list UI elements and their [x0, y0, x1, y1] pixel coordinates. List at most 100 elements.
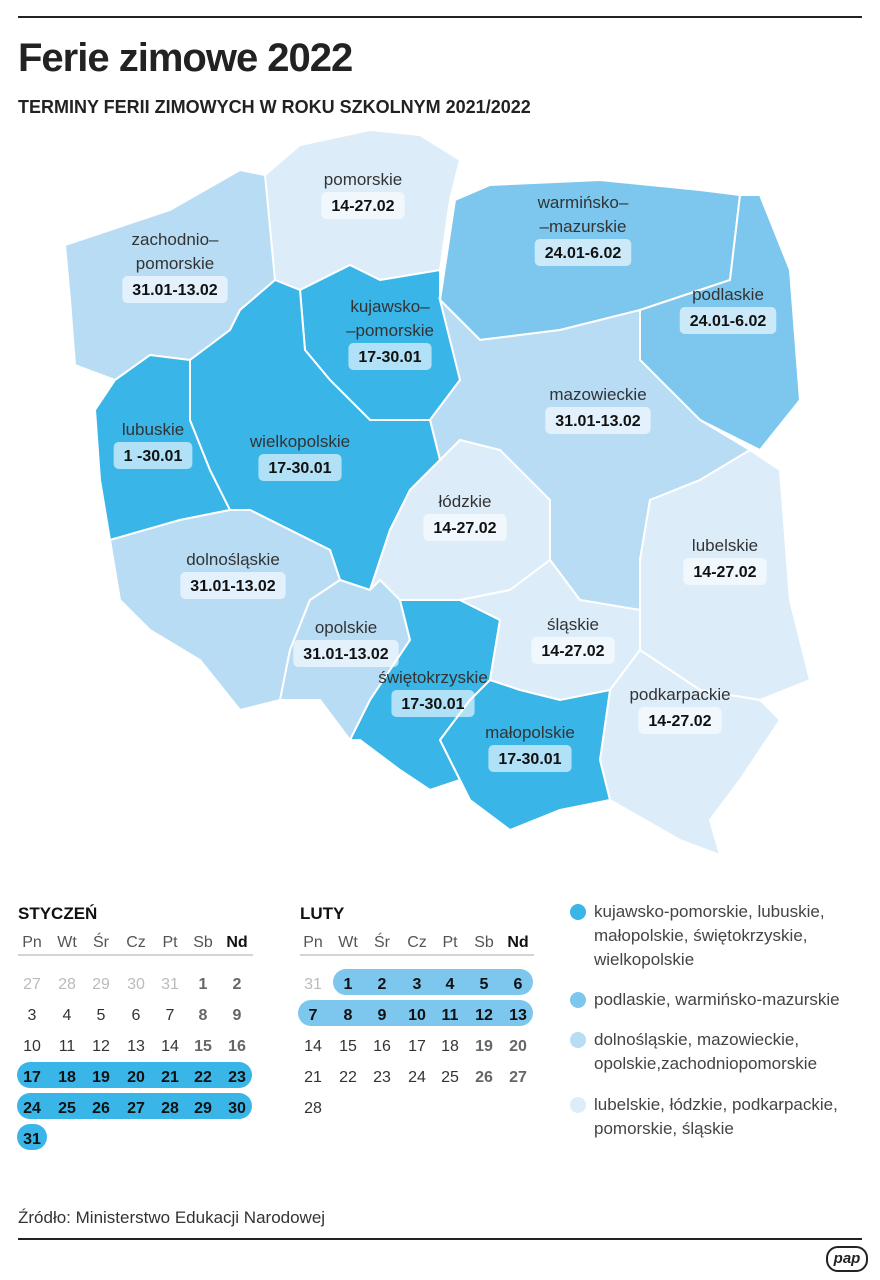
region-name: podlaskie: [692, 285, 764, 304]
subtitle: TERMINY FERII ZIMOWYCH W ROKU SZKOLNYM 2…: [18, 97, 531, 117]
legend-label: dolnośląskie, mazowieckie, opolskie,zach…: [594, 1030, 818, 1073]
day: 6: [514, 976, 523, 993]
day: 30: [127, 976, 145, 993]
region-name: lubelskie: [692, 536, 758, 555]
region-dates: 14-27.02: [541, 643, 604, 660]
day: 25: [441, 1069, 459, 1086]
legend-item: kujawsko-pomorskie, lubuskie, małopolski…: [570, 900, 870, 972]
region-name: warmińsko–: [537, 193, 629, 212]
day: 13: [127, 1038, 145, 1055]
legend-label: lubelskie, łódzkie, podkarpackie, pomors…: [594, 1095, 838, 1138]
region-dates: 17-30.01: [268, 460, 331, 477]
day: 16: [373, 1038, 391, 1055]
weekday: Cz: [126, 934, 146, 951]
region-name: pomorskie: [324, 170, 402, 189]
day: 9: [378, 1007, 387, 1024]
weekday: Pn: [303, 934, 323, 951]
day: 12: [475, 1007, 493, 1024]
weekday: Sb: [474, 934, 494, 951]
day: 23: [228, 1069, 246, 1086]
region-name: –mazurskie: [540, 217, 627, 236]
region-dates: 17-30.01: [358, 349, 421, 366]
day: 8: [199, 1007, 208, 1024]
legend-swatch: [570, 1032, 586, 1048]
legend-swatch: [570, 904, 586, 920]
dates-box: [180, 572, 286, 599]
region-dates: 14-27.02: [693, 564, 756, 581]
region-name: –pomorskie: [346, 321, 434, 340]
day: 23: [373, 1069, 391, 1086]
region-name: śląskie: [547, 615, 599, 634]
region-name: świętokrzyskie: [378, 668, 488, 687]
dates-box: [534, 239, 632, 266]
day: 26: [92, 1100, 110, 1117]
region-dates: 14-27.02: [331, 198, 394, 215]
day: 14: [304, 1038, 322, 1055]
top-rule: [18, 16, 862, 18]
day: 8: [344, 1007, 353, 1024]
day: 27: [127, 1100, 145, 1117]
day: 13: [509, 1007, 527, 1024]
legend-item: dolnośląskie, mazowieckie, opolskie,zach…: [570, 1028, 870, 1076]
weekday: Wt: [57, 934, 77, 951]
day: 22: [194, 1069, 212, 1086]
day: 2: [233, 976, 242, 993]
weekday: Śr: [93, 932, 110, 951]
map: pomorskie 14-27.02 warmińsko– –mazurskie 24.…: [63, 128, 812, 857]
title: Ferie zimowe 2022: [18, 36, 353, 80]
dates-box: [113, 442, 193, 469]
legend-label: podlaskie, warmińsko-mazurskie: [594, 990, 840, 1009]
dates-box: [423, 514, 507, 541]
bottom-rule: [18, 1238, 862, 1240]
day: 31: [304, 976, 322, 993]
weekday: Nd: [226, 934, 247, 951]
holiday-range: [17, 1062, 252, 1088]
month-name: STYCZEŃ: [18, 904, 97, 923]
weekday: Śr: [374, 932, 391, 951]
day: 9: [233, 1007, 242, 1024]
day: 10: [408, 1007, 426, 1024]
region-name: zachodnio–: [132, 230, 220, 249]
holiday-range: [17, 1124, 47, 1150]
weekday: Cz: [407, 934, 427, 951]
region-dates: 1 -30.01: [124, 448, 183, 465]
region-dates: 31.01-13.02: [303, 646, 389, 663]
day: 11: [59, 1038, 76, 1055]
day: 20: [509, 1038, 527, 1055]
dates-box: [545, 407, 651, 434]
region-name: lubuskie: [122, 420, 184, 439]
day: 30: [228, 1100, 246, 1117]
day: 28: [161, 1100, 179, 1117]
region-name: mazowieckie: [549, 385, 646, 404]
day: 28: [304, 1100, 322, 1117]
region-dates: 14-27.02: [648, 713, 711, 730]
dates-box: [679, 307, 777, 334]
region-dates: 31.01-13.02: [190, 578, 276, 595]
dates-box: [683, 558, 767, 585]
day: 15: [194, 1038, 212, 1055]
day: 1: [199, 976, 208, 993]
dates-box: [348, 343, 432, 370]
day: 3: [413, 976, 422, 993]
day: 14: [161, 1038, 179, 1055]
day: 19: [475, 1038, 493, 1055]
dates-box: [638, 707, 722, 734]
weekday: Pn: [22, 934, 42, 951]
day: 17: [23, 1069, 41, 1086]
weekday: Pt: [442, 934, 458, 951]
day: 26: [475, 1069, 493, 1086]
region-dates: 14-27.02: [433, 520, 496, 537]
dates-box: [531, 637, 615, 664]
day: 7: [166, 1007, 175, 1024]
region-dates: 17-30.01: [498, 751, 561, 768]
month-name: LUTY: [300, 904, 345, 923]
day: 5: [97, 1007, 106, 1024]
day: 15: [339, 1038, 357, 1055]
region-dates: 24.01-6.02: [545, 245, 622, 262]
holiday-range: [333, 969, 533, 995]
day: 3: [28, 1007, 37, 1024]
dates-box: [321, 192, 405, 219]
legend-swatch: [570, 992, 586, 1008]
